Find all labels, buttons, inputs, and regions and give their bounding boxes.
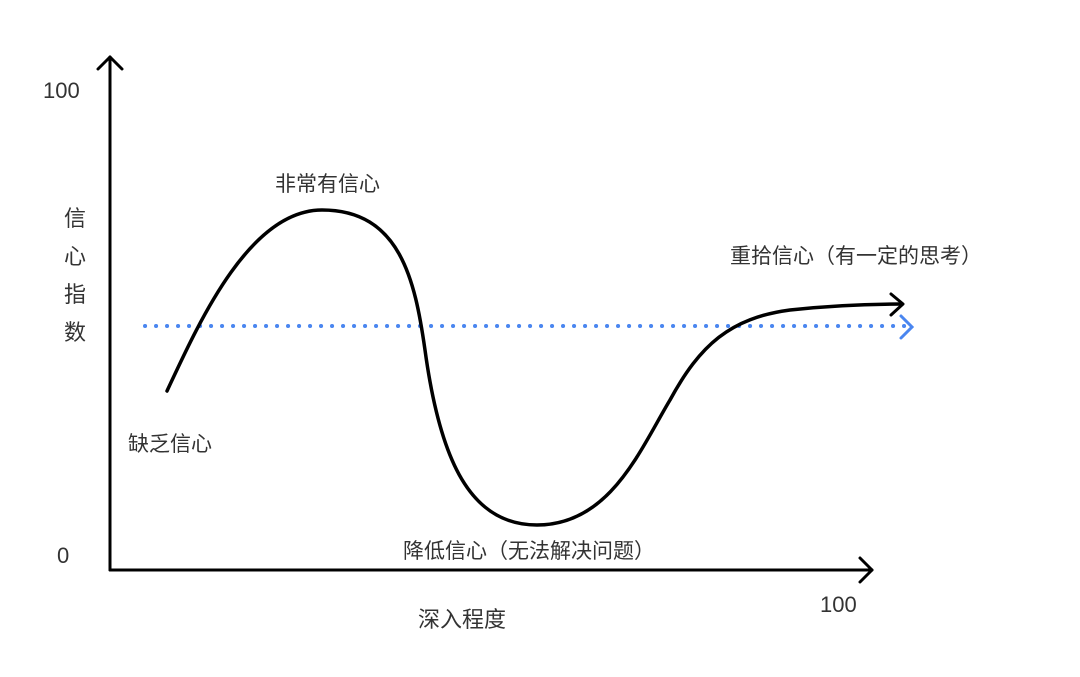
reference-dotted-line [143, 314, 915, 340]
annotation-start: 缺乏信心 [128, 433, 212, 456]
x-axis-max-label: 100 [820, 592, 857, 617]
y-axis-max-label: 100 [43, 78, 80, 103]
annotation-trough: 降低信心（无法解决问题） [403, 540, 655, 563]
x-axis [108, 556, 874, 584]
confidence-curve [165, 208, 905, 527]
y-axis [96, 55, 124, 572]
y-axis-title: 信心指数 [63, 206, 86, 345]
annotation-peak: 非常有信心 [275, 173, 380, 196]
y-axis-min-label: 0 [57, 543, 70, 568]
annotation-end: 重拾信心（有一定的思考） [730, 245, 982, 268]
x-axis-title: 深入程度 [418, 607, 507, 632]
